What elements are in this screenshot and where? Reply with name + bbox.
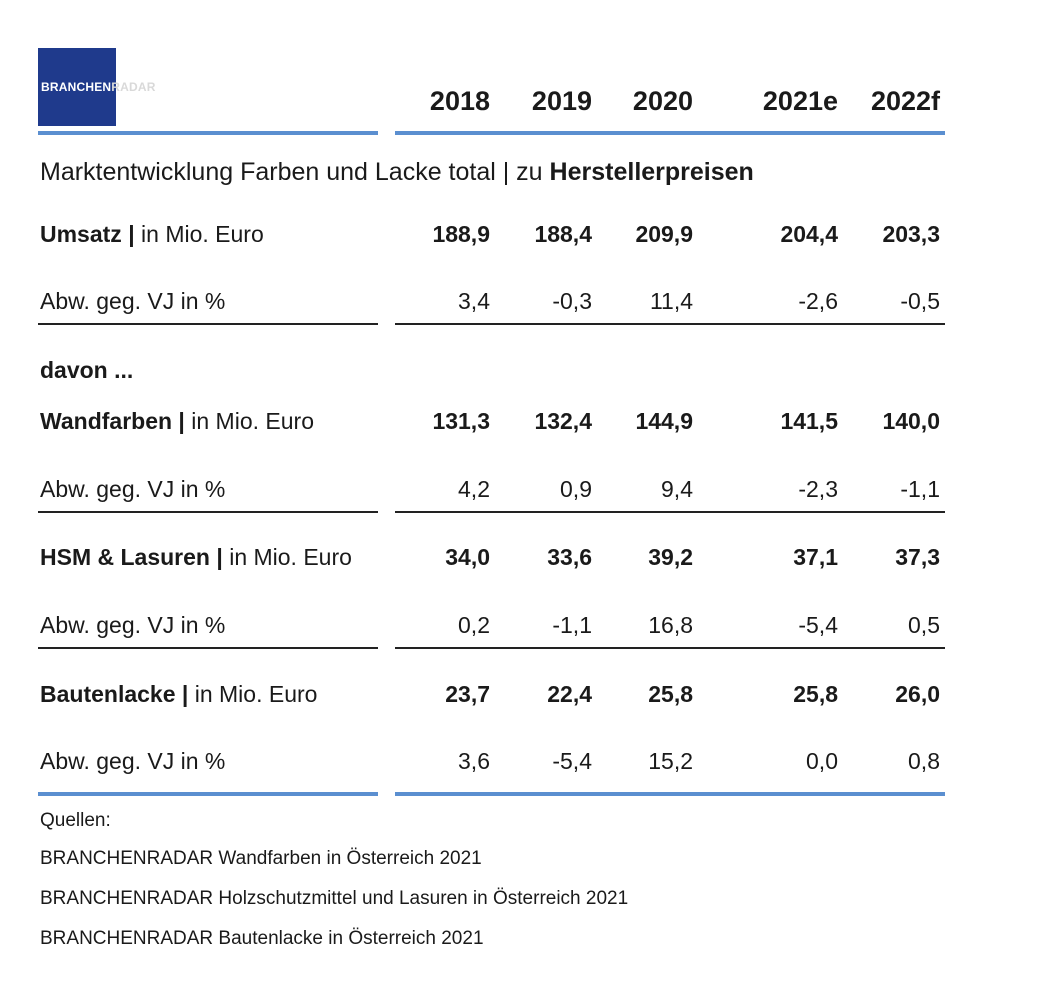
row-unit: in Mio. Euro xyxy=(188,681,318,707)
header-rule-left xyxy=(38,131,378,135)
cell-abw-hsm-2019: -1,1 xyxy=(552,612,592,638)
cell-wandfarben-2018: 131,3 xyxy=(432,408,490,434)
row-unit: in Mio. Euro xyxy=(222,544,352,570)
row-divider-right xyxy=(395,323,945,325)
branchenradar-logo: BRANCHENRADAR xyxy=(38,48,155,126)
cell-hsm-2021e: 37,1 xyxy=(793,544,838,570)
cell-hsm-2022f: 37,3 xyxy=(895,544,940,570)
cell-abw-hsm-2020: 16,8 xyxy=(648,612,693,638)
cell-bautenlacke-2021e: 25,8 xyxy=(793,681,838,707)
source-item: BRANCHENRADAR Bautenlacke in Österreich … xyxy=(40,928,484,949)
footer-rule-left xyxy=(38,792,378,796)
cell-umsatz-2021e: 204,4 xyxy=(780,221,838,247)
cell-hsm-2020: 39,2 xyxy=(648,544,693,570)
table-subtitle: Marktentwicklung Farben und Lacke total … xyxy=(40,158,754,187)
cell-abw-bautenlacke-2020: 15,2 xyxy=(648,748,693,774)
column-header-2018: 2018 xyxy=(429,86,490,116)
row-label-bautenlacke: Bautenlacke | in Mio. Euro xyxy=(40,681,317,708)
subtitle-bold: Herstellerpreisen xyxy=(549,158,754,186)
header-rule-right xyxy=(395,131,945,135)
column-header-2020: 2020 xyxy=(632,86,693,116)
row-name: Bautenlacke | xyxy=(40,681,189,707)
footer-rule-right xyxy=(395,792,945,796)
row-divider-right xyxy=(395,511,945,513)
sources-heading: Quellen: xyxy=(40,810,111,831)
row-unit: in Mio. Euro xyxy=(134,221,264,247)
cell-abw-umsatz-2020: 11,4 xyxy=(649,288,693,314)
cell-abw-umsatz-2018: 3,4 xyxy=(458,288,490,314)
row-name: HSM & Lasuren | xyxy=(40,544,223,570)
cell-abw-umsatz-2022f: -0,5 xyxy=(900,288,940,314)
cell-umsatz-2020: 209,9 xyxy=(635,221,693,247)
row-label-abw-hsm: Abw. geg. VJ in % xyxy=(40,612,226,638)
cell-abw-bautenlacke-2018: 3,6 xyxy=(458,748,490,774)
cell-wandfarben-2019: 132,4 xyxy=(534,408,592,434)
cell-abw-wandfarben-2019: 0,9 xyxy=(560,476,592,502)
cell-wandfarben-2022f: 140,0 xyxy=(882,408,940,434)
source-item: BRANCHENRADAR Wandfarben in Österreich 2… xyxy=(40,848,482,869)
row-divider-left xyxy=(38,323,378,325)
cell-umsatz-2019: 188,4 xyxy=(534,221,592,247)
row-name: Wandfarben | xyxy=(40,408,185,434)
cell-bautenlacke-2018: 23,7 xyxy=(445,681,490,707)
cell-abw-hsm-2022f: 0,5 xyxy=(908,612,940,638)
row-label-abw-umsatz: Abw. geg. VJ in % xyxy=(40,288,226,314)
logo-part-1: BRANCHEN xyxy=(41,80,112,94)
cell-hsm-2018: 34,0 xyxy=(445,544,490,570)
logo-part-2: RADAR xyxy=(111,80,156,94)
subtitle-text: Marktentwicklung Farben und Lacke total … xyxy=(40,158,550,186)
row-label-umsatz: Umsatz | in Mio. Euro xyxy=(40,221,264,248)
cell-bautenlacke-2019: 22,4 xyxy=(547,681,592,707)
cell-abw-umsatz-2019: -0,3 xyxy=(552,288,592,314)
row-label-hsm-lasuren: HSM & Lasuren | in Mio. Euro xyxy=(40,544,352,571)
logo-wordmark: BRANCHENRADAR xyxy=(41,80,156,94)
cell-abw-bautenlacke-2021e: 0,0 xyxy=(806,748,838,774)
cell-abw-umsatz-2021e: -2,6 xyxy=(798,288,838,314)
row-divider-right xyxy=(395,647,945,649)
row-label-wandfarben: Wandfarben | in Mio. Euro xyxy=(40,408,314,435)
cell-abw-bautenlacke-2022f: 0,8 xyxy=(908,748,940,774)
cell-wandfarben-2020: 144,9 xyxy=(635,408,693,434)
source-item: BRANCHENRADAR Holzschutzmittel und Lasur… xyxy=(40,888,629,909)
cell-abw-bautenlacke-2019: -5,4 xyxy=(552,748,592,774)
row-label-abw-bautenlacke: Abw. geg. VJ in % xyxy=(40,748,226,774)
cell-abw-hsm-2021e: -5,4 xyxy=(798,612,838,638)
cell-abw-hsm-2018: 0,2 xyxy=(458,612,490,638)
cell-abw-wandfarben-2020: 9,4 xyxy=(661,476,693,502)
cell-abw-wandfarben-2021e: -2,3 xyxy=(798,476,838,502)
row-label-abw-wandfarben: Abw. geg. VJ in % xyxy=(40,476,226,502)
row-divider-left xyxy=(38,647,378,649)
cell-umsatz-2022f: 203,3 xyxy=(882,221,940,247)
column-header-2022f: 2022f xyxy=(870,86,940,116)
row-unit: in Mio. Euro xyxy=(184,408,314,434)
cell-umsatz-2018: 188,9 xyxy=(432,221,490,247)
column-header-2021e: 2021e xyxy=(762,86,838,116)
cell-abw-wandfarben-2018: 4,2 xyxy=(458,476,490,502)
column-header-2019: 2019 xyxy=(531,86,592,116)
cell-hsm-2019: 33,6 xyxy=(547,544,592,570)
row-divider-left xyxy=(38,511,378,513)
cell-bautenlacke-2020: 25,8 xyxy=(648,681,693,707)
cell-bautenlacke-2022f: 26,0 xyxy=(895,681,940,707)
cell-wandfarben-2021e: 141,5 xyxy=(780,408,838,434)
row-name: Umsatz | xyxy=(40,221,135,247)
davon-label: davon ... xyxy=(40,357,134,383)
cell-abw-wandfarben-2022f: -1,1 xyxy=(900,476,940,502)
